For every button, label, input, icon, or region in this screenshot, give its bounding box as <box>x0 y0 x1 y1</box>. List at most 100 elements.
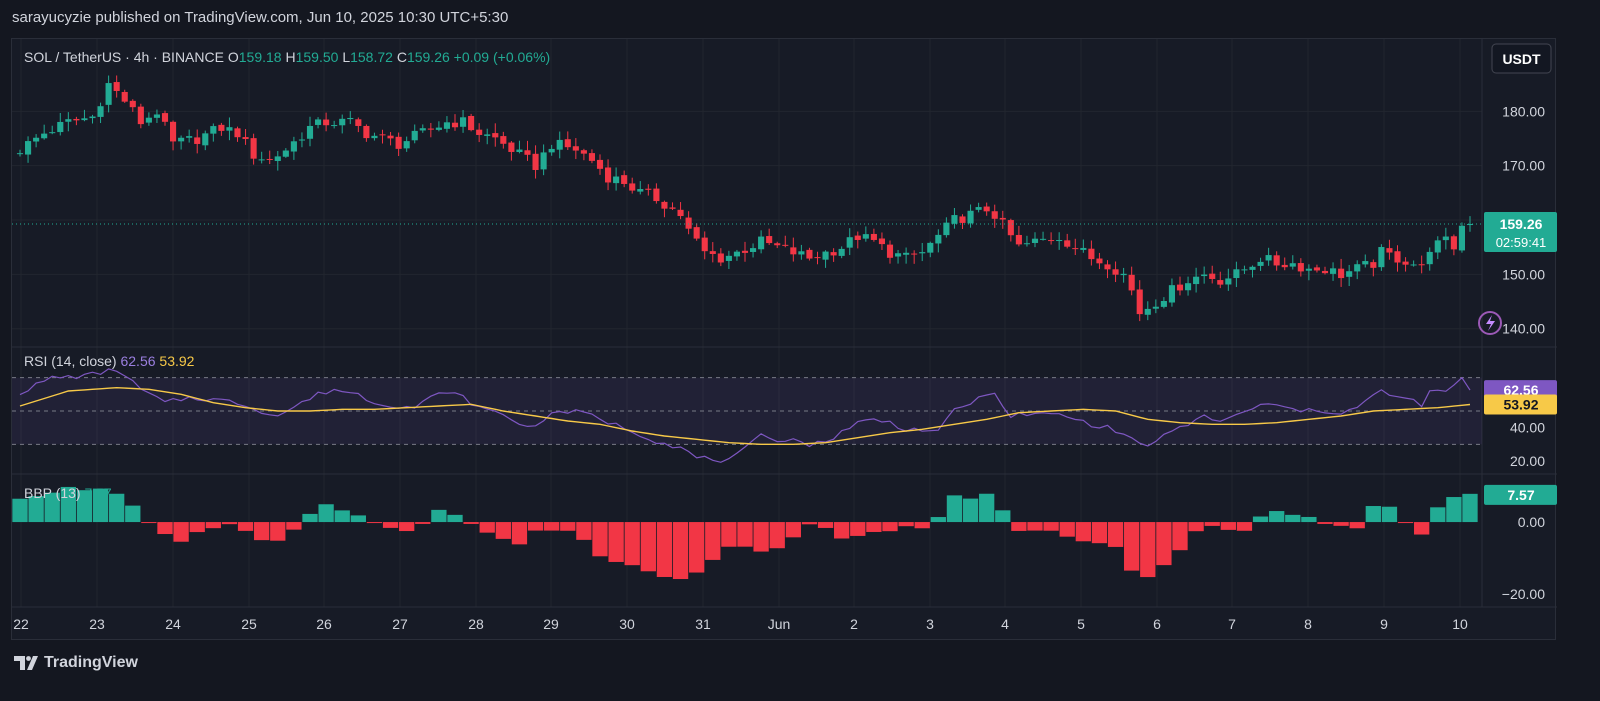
price-y-tick-label: 180.00 <box>1502 103 1545 119</box>
bbp-bar <box>1059 522 1075 537</box>
bbp-bar <box>1333 522 1349 526</box>
lightning-icon[interactable] <box>1478 311 1502 335</box>
bbp-bar <box>366 522 383 524</box>
price-legend-text: SOL / TetherUS · 4h · BINANCE O159.18 H1… <box>24 49 550 65</box>
candle <box>1015 234 1022 245</box>
bbp-bar <box>946 495 963 523</box>
candle <box>774 243 781 246</box>
candle <box>24 141 32 155</box>
candle <box>242 137 249 140</box>
candle <box>862 234 869 239</box>
bbp-bar <box>1172 522 1188 551</box>
bbp-bar <box>882 522 898 532</box>
candle <box>886 244 894 258</box>
candle <box>870 233 877 240</box>
bbp-y-tick-label: −20.00 <box>1502 586 1545 602</box>
currency-button-label: USDT <box>1502 51 1541 67</box>
candle <box>1273 255 1280 266</box>
countdown-label: 02:59:41 <box>1496 235 1547 250</box>
candle <box>16 153 24 155</box>
chart-frame[interactable]: 22 23 24 25 26 27 28 29 30 31 Jun 2 3 4 5 6 7 8 9 10 180.00 1… <box>11 38 1557 641</box>
bbp-bar <box>157 522 173 535</box>
candle <box>266 158 273 160</box>
x-tick-label: 22 <box>13 616 29 632</box>
candle <box>57 121 64 133</box>
candle <box>435 127 442 130</box>
candle <box>741 250 749 253</box>
bbp-bar <box>270 522 286 541</box>
candle <box>1048 240 1055 242</box>
candle <box>975 207 982 210</box>
candle <box>1394 251 1401 263</box>
candle <box>725 255 732 261</box>
candle <box>1434 240 1441 253</box>
candle <box>669 207 676 209</box>
candle <box>258 159 265 161</box>
bbp-bar <box>1285 514 1301 523</box>
bbp-bar <box>1301 516 1317 523</box>
candle <box>685 217 692 229</box>
candle <box>1080 247 1087 250</box>
candle <box>347 117 354 120</box>
bbp-bar <box>1124 522 1140 571</box>
candle <box>1007 220 1014 236</box>
rsi-y-tick-label: 40.00 <box>1510 420 1545 436</box>
rsi-value-label: 62.56 <box>1503 382 1538 398</box>
candle <box>129 100 136 108</box>
bbp-bar <box>334 510 350 523</box>
candle <box>1039 238 1047 240</box>
candle <box>540 152 547 170</box>
candle <box>379 134 386 136</box>
chart-canvas[interactable]: 22 23 24 25 26 27 28 29 30 31 Jun 2 3 4 5 6 7 8 9 10180.001… <box>12 39 1557 641</box>
bbp-bar <box>173 522 189 542</box>
candle <box>1193 276 1200 285</box>
footer-brand[interactable]: TradingView <box>14 653 138 673</box>
candle <box>1321 270 1329 274</box>
x-tick-label: 29 <box>543 616 559 632</box>
candle <box>1354 264 1361 272</box>
x-tick-label: 7 <box>1228 616 1236 632</box>
candle <box>967 210 974 224</box>
bbp-value-label: 7.57 <box>1507 487 1534 503</box>
candle <box>991 211 998 219</box>
candle <box>1458 225 1466 251</box>
candle <box>355 119 362 126</box>
candle <box>411 130 418 141</box>
candle <box>911 253 918 255</box>
candle <box>959 216 966 223</box>
candle <box>1120 273 1127 276</box>
x-tick-label: Jun <box>768 616 791 632</box>
candle <box>274 156 281 161</box>
candle <box>500 136 507 144</box>
candle <box>733 251 741 257</box>
x-tick-label: 27 <box>392 616 408 632</box>
candle <box>210 126 217 134</box>
bbp-bar <box>898 522 914 527</box>
bbp-bar <box>92 488 109 523</box>
bbp-bar <box>930 517 946 523</box>
candle <box>298 139 306 141</box>
candle <box>983 206 990 212</box>
candle <box>443 122 451 129</box>
bbp-bar <box>382 522 399 528</box>
bbp-bar <box>1043 522 1059 531</box>
candle <box>202 133 209 146</box>
candle <box>508 142 515 152</box>
candle <box>194 137 201 144</box>
rsi-ma-value-label: 53.92 <box>1503 396 1538 412</box>
candle <box>468 115 475 131</box>
candle <box>1241 269 1248 271</box>
bbp-bar <box>254 522 270 541</box>
currency-button[interactable]: USDT <box>1491 43 1552 74</box>
bbp-bars <box>12 486 1478 580</box>
candle <box>1313 267 1321 271</box>
bbp-bar <box>705 522 721 560</box>
bbp-bar <box>624 522 640 566</box>
bbp-bar <box>640 522 656 572</box>
candle <box>314 119 322 125</box>
candle <box>451 122 459 128</box>
candle <box>153 114 161 118</box>
candle <box>1410 264 1417 266</box>
bbp-bar <box>350 515 366 523</box>
candle <box>1233 269 1240 279</box>
